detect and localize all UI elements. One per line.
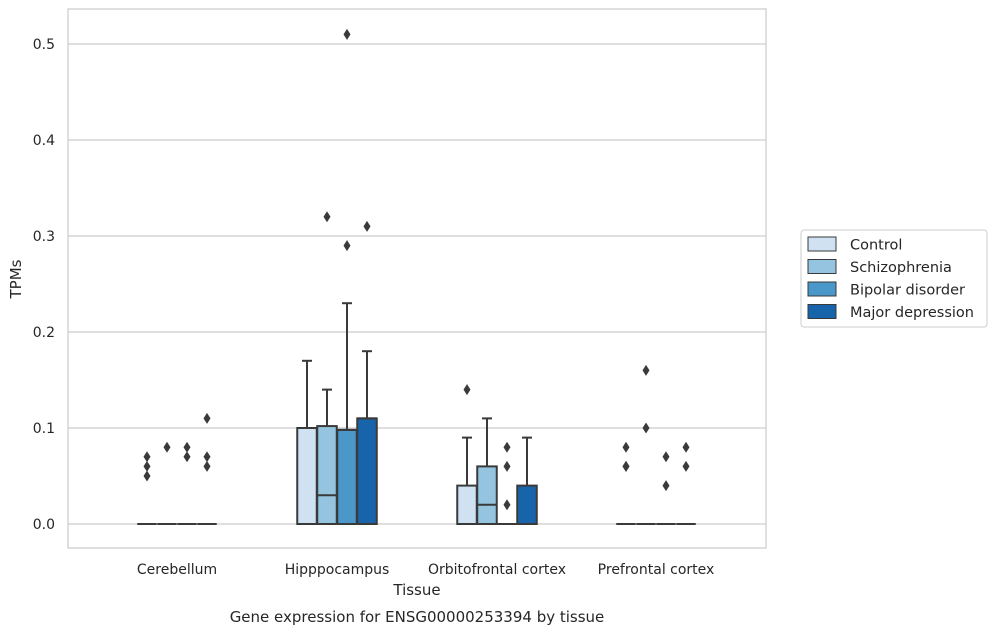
x-tick-label: Cerebellum bbox=[137, 562, 217, 578]
box-body bbox=[476, 465, 498, 525]
outlier-point bbox=[343, 28, 351, 40]
box-1-3 bbox=[356, 350, 378, 525]
box-1-2 bbox=[336, 302, 358, 526]
box-2-0 bbox=[456, 436, 478, 526]
outlier-point bbox=[363, 220, 371, 232]
y-tick-label: 0.5 bbox=[33, 37, 55, 53]
outlier-point bbox=[163, 441, 171, 453]
box-body bbox=[296, 427, 318, 525]
outlier-point bbox=[203, 451, 211, 463]
legend-label: Bipolar disorder bbox=[850, 283, 965, 299]
x-tick-label: Orbitofrontal cortex bbox=[428, 562, 566, 578]
box-2-1 bbox=[476, 417, 498, 525]
legend-swatch bbox=[807, 281, 837, 297]
y-tick-label: 0.2 bbox=[33, 325, 55, 341]
outlier-point bbox=[323, 211, 331, 223]
y-tick-label: 0.4 bbox=[33, 133, 55, 149]
outlier-point bbox=[503, 441, 511, 453]
legend-swatch bbox=[807, 236, 837, 252]
outlier-point bbox=[642, 364, 650, 376]
box-body bbox=[316, 425, 338, 525]
legend-item: Control bbox=[807, 236, 902, 254]
outlier-point bbox=[622, 441, 630, 453]
y-axis-ticks: 0.0 0.1 0.2 0.3 0.4 0.5 bbox=[33, 37, 55, 533]
outlier-point bbox=[682, 460, 690, 472]
outlier-point bbox=[203, 460, 211, 472]
y-axis-title: TPMs bbox=[7, 259, 25, 299]
outlier-point bbox=[203, 412, 211, 424]
y-tick-label: 0.0 bbox=[33, 517, 55, 533]
outlier-point bbox=[143, 470, 151, 482]
outlier-point bbox=[463, 384, 471, 396]
outlier-point bbox=[662, 451, 670, 463]
outlier-point bbox=[642, 422, 650, 434]
legend-label: Control bbox=[850, 238, 902, 254]
box-body bbox=[336, 428, 358, 526]
legend-frame bbox=[800, 229, 988, 328]
legend-swatch bbox=[807, 304, 837, 319]
box-body bbox=[356, 417, 378, 525]
grid-lines bbox=[68, 43, 766, 525]
outlier-point bbox=[682, 441, 690, 453]
box-series bbox=[137, 302, 696, 526]
legend-label: Major depression bbox=[850, 305, 974, 321]
legend-label: Schizophrenia bbox=[850, 260, 952, 276]
outlier-points bbox=[143, 28, 690, 511]
x-tick-label: Prefrontal cortex bbox=[598, 562, 715, 578]
x-tick-label: Hipppocampus bbox=[285, 562, 390, 578]
x-axis-title: Tissue bbox=[392, 581, 440, 599]
legend-swatch bbox=[807, 259, 837, 274]
x-axis-ticks: Cerebellum Hipppocampus Orbitofrontal cort… bbox=[137, 562, 714, 578]
legend: Control Schizophrenia Bipolar disorder Majo… bbox=[800, 229, 988, 328]
outlier-point bbox=[662, 480, 670, 492]
legend-item: Bipolar disorder bbox=[807, 281, 965, 299]
box-2-3 bbox=[516, 436, 538, 526]
legend-item: Major depression bbox=[807, 304, 974, 321]
y-tick-label: 0.1 bbox=[33, 421, 55, 437]
outlier-point bbox=[503, 460, 511, 472]
chart-title: Gene expression for ENSG00000253394 by t… bbox=[230, 608, 605, 626]
outlier-point bbox=[143, 451, 151, 463]
box-1-0 bbox=[296, 359, 318, 525]
box-1-1 bbox=[316, 388, 338, 525]
outlier-point bbox=[343, 240, 351, 252]
outlier-point bbox=[503, 499, 511, 511]
outlier-point bbox=[183, 441, 191, 453]
plot-area-frame bbox=[67, 8, 767, 549]
outlier-point bbox=[143, 460, 151, 472]
outlier-point bbox=[183, 451, 191, 463]
box-body bbox=[516, 484, 538, 526]
legend-item: Schizophrenia bbox=[807, 259, 952, 276]
box-body bbox=[456, 484, 478, 526]
outlier-point bbox=[622, 460, 630, 472]
y-tick-label: 0.3 bbox=[33, 229, 55, 245]
